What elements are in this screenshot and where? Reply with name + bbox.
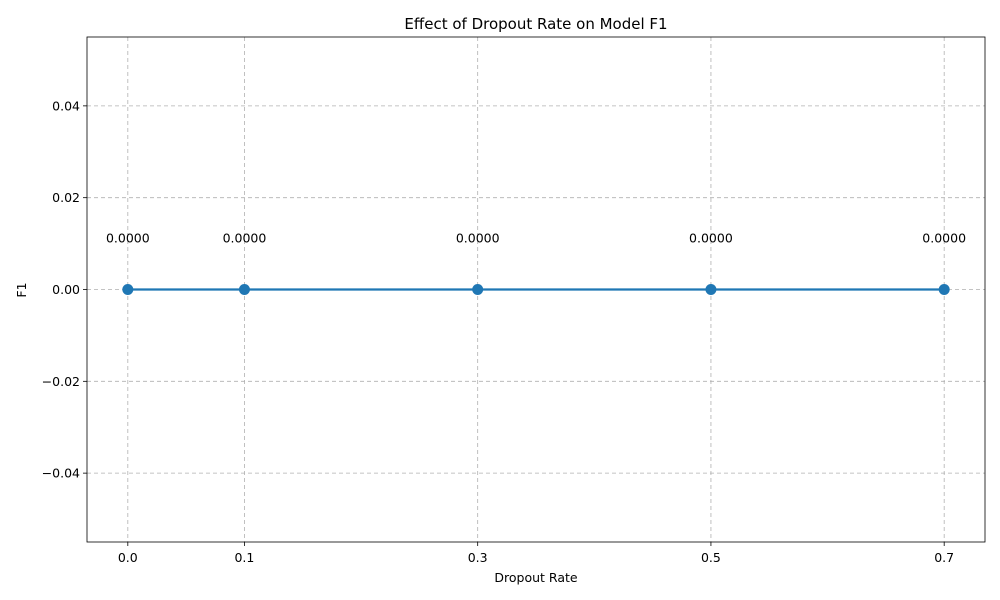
y-tick-label: −0.02 (42, 374, 80, 389)
axes: 0.0 0.1 0.3 0.5 0.7 0.04 0.02 0.00 −0.02 −0.04 (42, 36, 986, 565)
data-label: 0.0000 (456, 231, 500, 246)
x-axis-label: Dropout Rate (494, 570, 577, 585)
data-point (705, 284, 717, 295)
data-point (938, 284, 950, 295)
series-layer (122, 284, 950, 295)
data-label: 0.0000 (689, 231, 733, 246)
y-tick-label: 0.02 (52, 190, 80, 205)
y-tick-label: −0.04 (42, 466, 80, 481)
data-point (238, 284, 250, 295)
y-tick-label: 0.00 (52, 282, 80, 297)
y-tick-label: 0.04 (52, 98, 80, 113)
x-tick-label: 0.7 (934, 550, 954, 565)
x-tick-label: 0.5 (701, 550, 721, 565)
data-point (122, 284, 134, 295)
y-axis-label: F1 (14, 282, 29, 297)
chart-title: Effect of Dropout Rate on Model F1 (404, 15, 667, 33)
x-tick-label: 0.3 (468, 550, 488, 565)
x-tick-label: 0.0 (118, 550, 138, 565)
data-labels: 0.0000 0.0000 0.0000 0.0000 0.0000 (106, 231, 966, 246)
data-point (472, 284, 484, 295)
data-label: 0.0000 (922, 231, 966, 246)
data-label: 0.0000 (223, 231, 267, 246)
data-label: 0.0000 (106, 231, 150, 246)
plot-frame (86, 36, 986, 543)
x-tick-label: 0.1 (234, 550, 254, 565)
